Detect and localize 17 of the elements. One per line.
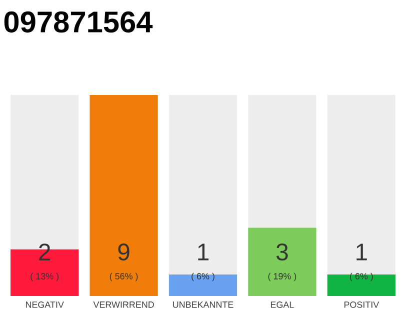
bar bbox=[168, 274, 238, 296]
chart-title: 097871564 bbox=[4, 11, 153, 33]
annotation: 3 bbox=[276, 244, 288, 260]
data-label: ( 56% ) bbox=[110, 272, 138, 282]
data-label: ( 19% ) bbox=[268, 272, 296, 282]
annotation: 9 bbox=[118, 244, 130, 260]
x-tick-label: EGAL bbox=[270, 302, 294, 308]
bar bbox=[327, 274, 396, 296]
x-tick-label: NEGATIV bbox=[26, 302, 64, 308]
x-tick-label: UNBEKANNTE bbox=[173, 302, 234, 308]
annotation: 1 bbox=[198, 244, 208, 260]
x-tick-label: POSITIV bbox=[344, 302, 380, 308]
data-label: ( 13% ) bbox=[30, 272, 58, 282]
data-label: ( 6% ) bbox=[192, 272, 214, 282]
data-label: ( 6% ) bbox=[350, 272, 373, 282]
x-tick-label: VERWIRREND bbox=[93, 302, 154, 308]
annotation: 1 bbox=[356, 244, 367, 260]
